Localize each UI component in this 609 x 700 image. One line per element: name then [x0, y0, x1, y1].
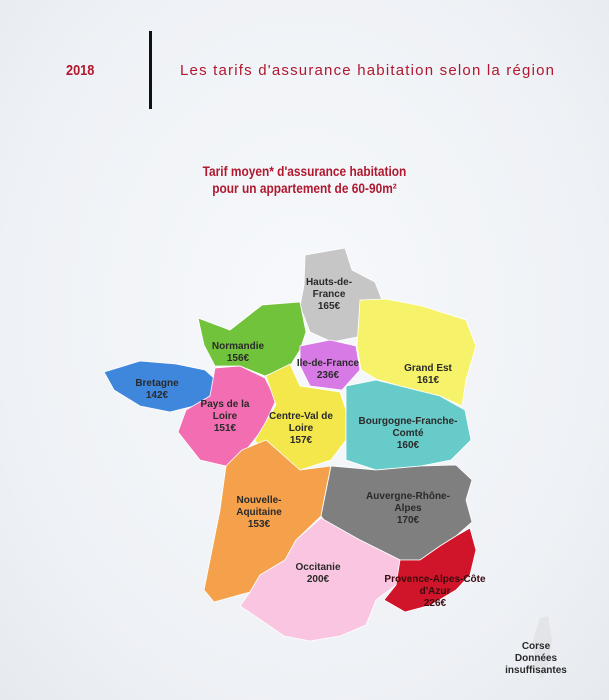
region-shape [299, 339, 361, 391]
region-label-line: Loire [289, 423, 314, 434]
map-subtitle: Tarif moyen* d'assurance habitation pour… [46, 163, 564, 197]
region-label-line: Loire [213, 411, 238, 422]
region-label-line: 157€ [290, 435, 313, 446]
region-label-line: 160€ [397, 440, 420, 451]
region-label-line: Alpes [394, 503, 422, 514]
region-label-line: 161€ [417, 375, 440, 386]
region-bretagne: Bretagne 142€ [103, 360, 217, 413]
region-label: Grand Est 161€ [404, 363, 452, 386]
region-shape [254, 363, 347, 471]
region-label: Auvergne-Rhône-Alpes 170€ [366, 491, 450, 526]
region-label: Occitanie 200€ [295, 562, 340, 585]
region-label-line: Pays de la [201, 399, 250, 410]
region-label-line: 142€ [146, 390, 169, 401]
region-label-line: 236€ [317, 370, 340, 381]
region-normandie: Normandie 156€ [197, 301, 307, 377]
region-label-line: Provence-Alpes-Côte [384, 574, 486, 585]
region-label-line: Grand Est [404, 363, 452, 374]
region-shape [383, 527, 477, 613]
region-label: Nouvelle-Aquitaine 153€ [236, 495, 282, 530]
region-label-line: Normandie [212, 341, 265, 352]
region-label-line: insuffisantes [505, 665, 567, 676]
region-label-line: Bretagne [135, 378, 179, 389]
region-label: Corse Données insuffisantes [505, 641, 567, 676]
region-label-line: 170€ [397, 515, 420, 526]
region-label-line: 200€ [307, 574, 330, 585]
region-label-line: Aquitaine [236, 507, 282, 518]
region-grand-est: Grand Est 161€ [356, 298, 477, 407]
region-label: Hauts-de-France 165€ [306, 277, 352, 312]
region-label-line: 156€ [227, 353, 250, 364]
region-label-line: Centre-Val de [269, 411, 333, 422]
region-label: Provence-Alpes-Côte d'Azur 226€ [384, 574, 486, 609]
region-label-line: Bourgogne-Franche- [359, 416, 458, 427]
region-shape [345, 379, 472, 471]
region-label-line: Hauts-de- [306, 277, 352, 288]
region-label: Normandie 156€ [212, 341, 265, 364]
region-label-line: Auvergne-Rhône- [366, 491, 450, 502]
region-bourgogne-franche-comte: Bourgogne-Franche-Comté 160€ [345, 379, 472, 471]
region-shape [239, 517, 401, 642]
region-corse: Corse Données insuffisantes [505, 616, 567, 680]
region-label: Pays de la Loire 151€ [201, 399, 250, 434]
region-label-line: 153€ [248, 519, 271, 530]
region-occitanie: Occitanie 200€ [239, 517, 401, 642]
region-label-line: Occitanie [295, 562, 340, 573]
region-centre-val-de-loire: Centre-Val de Loire 157€ [254, 363, 347, 471]
region-label-line: Nouvelle- [236, 495, 281, 506]
year-label: 2018 [66, 62, 95, 79]
region-nouvelle-aquitaine: Nouvelle-Aquitaine 153€ [203, 439, 332, 603]
region-label-line: Ile-de-France [297, 358, 360, 369]
page-title: Les tarifs d'assurance habitation selon … [180, 62, 556, 79]
region-label-line: 165€ [318, 301, 341, 312]
region-shape [533, 616, 552, 680]
region-label-line: Corse [522, 641, 551, 652]
region-label-line: Comté [392, 428, 424, 439]
region-provence-alpes-cote-d-azur: Provence-Alpes-Côte d'Azur 226€ [383, 527, 486, 613]
region-label-line: 151€ [214, 423, 237, 434]
subtitle-line-2: pour un appartement de 60-90m² [212, 180, 397, 196]
region-label: Centre-Val de Loire 157€ [269, 411, 333, 446]
region-label: Bretagne 142€ [135, 378, 179, 401]
region-label-line: Données [515, 653, 558, 664]
subtitle-line-1: Tarif moyen* d'assurance habitation [202, 163, 407, 179]
region-auvergne-rhone-alpes: Auvergne-Rhône-Alpes 170€ [320, 464, 473, 561]
region-ile-de-france: Ile-de-France 236€ [297, 339, 361, 391]
region-label-line: 226€ [424, 598, 447, 609]
header-divider [149, 31, 152, 109]
region-label-line: France [313, 289, 346, 300]
region-label-line: d'Azur [420, 586, 451, 597]
region-label: Ile-de-France 236€ [297, 358, 360, 381]
region-shape [197, 301, 307, 377]
region-shape [356, 298, 477, 407]
region-label: Bourgogne-Franche-Comté 160€ [359, 416, 458, 451]
